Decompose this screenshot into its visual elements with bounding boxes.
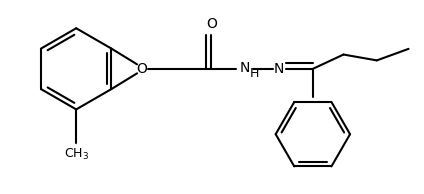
Text: O: O xyxy=(206,16,217,30)
Text: CH$_3$: CH$_3$ xyxy=(64,147,89,162)
Text: H: H xyxy=(250,67,259,80)
Text: N: N xyxy=(240,61,251,75)
Text: N: N xyxy=(274,62,284,76)
Text: O: O xyxy=(136,62,147,76)
